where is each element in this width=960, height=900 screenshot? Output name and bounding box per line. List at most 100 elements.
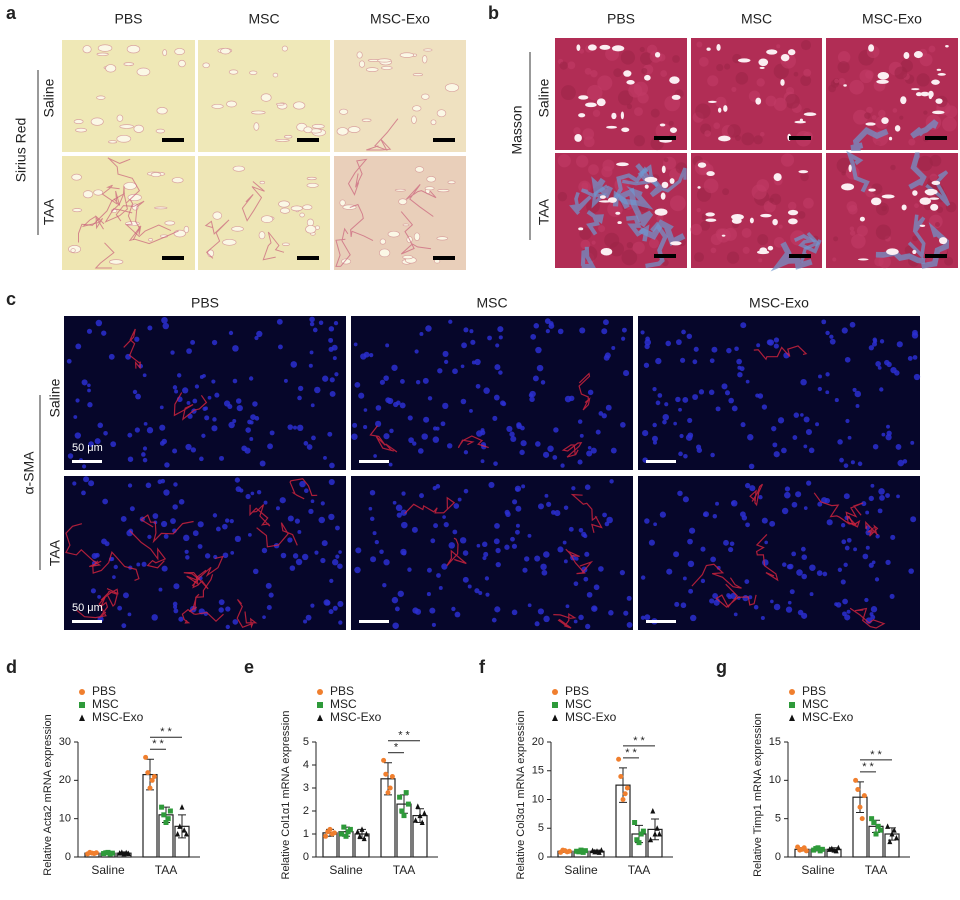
nucleus [695,444,702,450]
column-header: PBS [191,295,219,311]
nucleus [643,362,650,368]
nucleus [847,435,852,440]
vessel [706,47,711,51]
data-point [183,831,189,837]
actin [849,607,886,629]
nucleus [652,440,658,445]
texture [668,120,674,126]
data-point [79,702,85,708]
nucleus [201,433,206,438]
actin [691,563,742,589]
nucleus [332,605,338,611]
nucleus [135,393,141,400]
nucleus [877,366,882,370]
nucleus [158,587,163,592]
texture [890,164,896,171]
actin [404,496,456,514]
data-point [789,714,795,721]
nucleus [90,588,96,594]
actin [123,328,141,370]
nucleus [610,447,617,454]
texture [696,41,703,48]
vessel [928,90,934,98]
nucleus [354,382,361,388]
nucleus [327,431,333,437]
nucleus [185,443,192,451]
nucleus [522,567,528,573]
nucleus [547,445,554,452]
vessel [707,100,717,104]
nucleus [320,557,326,564]
texture [690,223,703,236]
nucleus [773,343,779,349]
nucleus [584,484,591,490]
data-point [79,689,85,695]
nucleus [574,556,579,561]
nucleus [482,555,487,561]
vessel [402,255,414,260]
data-point [871,820,877,825]
nucleus [442,350,449,357]
texture [904,245,914,255]
nucleus [560,463,565,468]
nucleus [708,389,715,395]
scale-bar [162,256,184,260]
fiber [366,118,399,151]
y-tick-label: 0 [775,851,781,863]
nucleus [400,379,405,384]
nucleus [493,394,500,401]
nucleus [211,379,216,384]
fiber [78,192,125,243]
fiber [262,231,285,261]
nucleus [412,441,417,446]
texture [892,108,898,113]
data-point [857,804,863,810]
nucleus [494,606,501,613]
nucleus [261,547,268,554]
nucleus [865,510,870,515]
nucleus [225,624,230,630]
vessel [894,125,901,132]
nucleus [733,612,738,617]
texture [787,201,797,211]
texture [865,70,874,79]
vessel [881,194,895,199]
nucleus [497,326,504,333]
nucleus [586,591,593,598]
nucleus [640,615,646,620]
vessel [126,45,141,54]
nucleus [710,452,715,458]
vessel [116,134,132,143]
nucleus [760,615,765,621]
nucleus [176,373,182,378]
texture [724,63,731,70]
nucleus [687,538,693,545]
nucleus [609,479,614,484]
nucleus [474,358,481,366]
nucleus [369,490,376,496]
texture [640,52,653,66]
micrograph [62,40,195,152]
nucleus [879,339,885,344]
texture [899,115,904,120]
data-point [789,702,795,708]
nucleus [194,384,200,389]
nucleus [870,483,875,488]
nucleus [354,566,361,574]
data-point [875,823,881,829]
collagen [662,167,687,193]
data-point [145,770,151,776]
vessel [105,64,117,73]
fiber [335,227,351,267]
nucleus [173,583,180,590]
nucleus [229,518,234,524]
nucleus [337,600,344,607]
nucleus [178,499,185,505]
texture [726,251,740,264]
nucleus [197,521,204,528]
nucleus [553,427,559,433]
data-point [355,828,361,835]
data-point [317,689,323,695]
nucleus [110,441,117,448]
vessel [773,173,782,182]
